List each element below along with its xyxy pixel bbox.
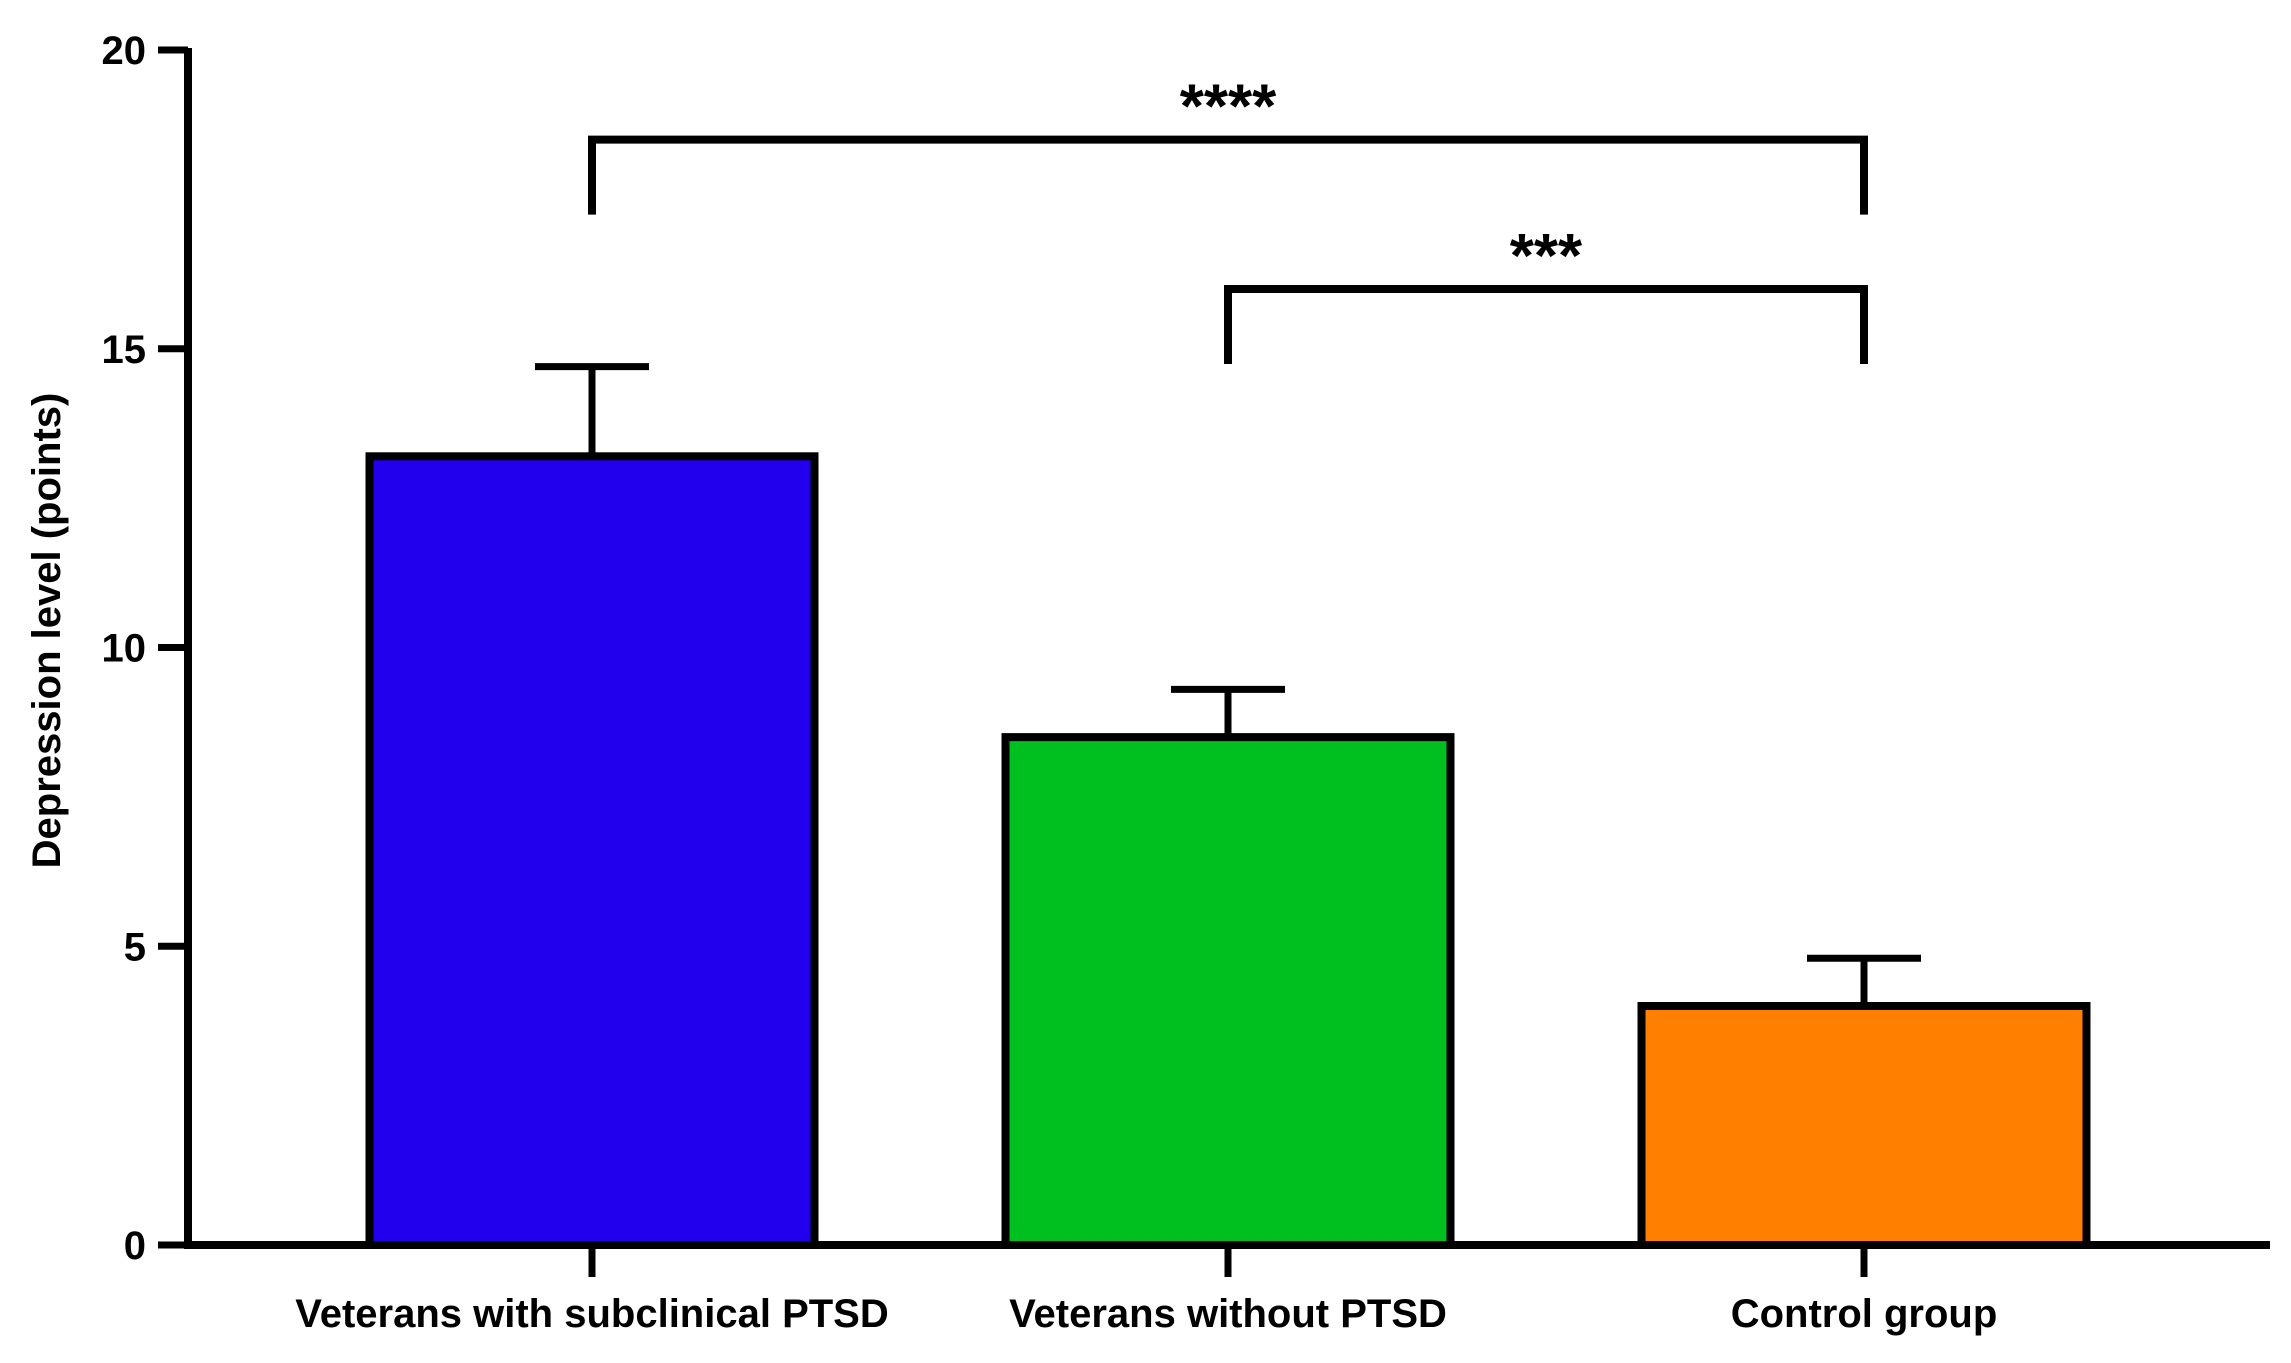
significance-layer: ******* [588,73,1868,364]
bar [1001,733,1455,1249]
x-ticks-layer: Veterans with subclinical PTSD Veterans w… [295,1245,1997,1336]
x-tick-label: Control group [1731,1292,1998,1336]
y-tick-label: 15 [102,328,147,372]
y-tick-label: 0 [124,1224,146,1268]
error-bars-layer [535,363,1921,1006]
bar [1637,1002,2091,1249]
significance-bracket [1224,285,1868,364]
y-tick-label: 10 [102,627,147,671]
y-tick-label: 20 [102,29,147,73]
significance-bracket [588,135,1868,215]
bar [365,452,819,1249]
significance-label: **** [1180,73,1277,142]
x-tick-label: Veterans without PTSD [1009,1292,1447,1336]
x-tick-label: Veterans with subclinical PTSD [295,1292,889,1336]
y-axis-label: Depression level (points) [25,393,69,869]
significance-label: *** [1510,222,1583,291]
y-tick-label: 5 [124,925,146,969]
y-ticks-layer: 0 5 10 15 20 [102,29,188,1268]
bars-layer [365,452,2091,1249]
